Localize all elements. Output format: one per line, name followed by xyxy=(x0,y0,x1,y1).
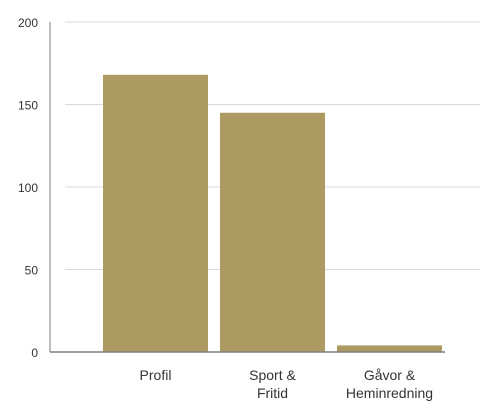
y-tick-label: 50 xyxy=(25,264,39,278)
bar xyxy=(220,112,325,352)
y-tick-label: 150 xyxy=(18,99,38,113)
y-tick-label: 200 xyxy=(18,16,38,30)
bar xyxy=(103,74,208,353)
bars xyxy=(103,74,442,353)
axes xyxy=(49,22,445,353)
x-tick-labels: Profil Sport & Fritid Gåvor & Heminredning xyxy=(140,367,434,401)
bar xyxy=(337,345,442,352)
y-tick-label: 0 xyxy=(31,346,38,360)
x-tick-label: Gåvor & Heminredning xyxy=(346,367,433,401)
x-tick-label: Sport & Fritid xyxy=(249,367,296,401)
y-tick-label: 100 xyxy=(18,181,38,195)
x-tick-label: Profil xyxy=(140,367,172,383)
y-tick-labels: 0 50 100 150 200 xyxy=(18,16,38,360)
